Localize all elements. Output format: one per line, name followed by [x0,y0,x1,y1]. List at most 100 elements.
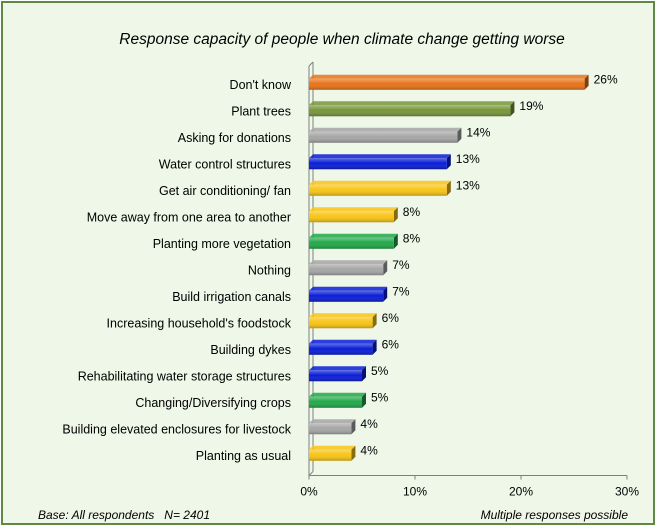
category-label: Planting as usual [196,449,291,463]
category-label: Plant trees [231,104,291,118]
value-label: 13% [456,152,480,166]
category-label: Water control structures [159,157,291,171]
category-label: Move away from one area to another [87,210,291,224]
base-note: Base: All respondents N= 2401 [38,508,210,522]
bar-shading [309,343,373,355]
bar-shading [309,370,362,382]
bar-end-face [372,339,377,355]
value-label: 13% [456,178,480,192]
bar-top-face [309,339,377,344]
bar-end-face [393,233,398,249]
bar-end-face [457,127,462,143]
bar-top-face [309,74,589,79]
bar-top-face [309,313,377,318]
bar-shading [309,158,447,170]
bar-top-face [309,127,462,132]
bar [309,154,451,170]
bar [309,339,377,355]
chart-title: Response capacity of people when climate… [119,31,565,48]
bar-top-face [309,233,398,238]
bar-top-face [309,207,398,212]
bar [309,445,356,461]
value-label: 5% [371,364,389,378]
category-label: Build irrigation canals [172,290,291,304]
bar-shading [309,105,511,117]
bar-shading [309,237,394,249]
bar-end-face [351,445,356,461]
bar [309,180,451,196]
value-label: 4% [360,443,378,457]
bar [309,286,388,302]
bar [309,101,515,117]
value-label: 7% [392,284,410,298]
bar-end-face [351,419,356,435]
bar [309,313,377,329]
bar-end-face [446,154,451,170]
y-axis-top-edge [308,61,314,67]
bar [309,74,589,90]
category-label: Asking for donations [178,131,291,145]
x-tick-label: 20% [509,485,533,499]
value-label: 6% [382,311,400,325]
bar-top-face [309,419,356,424]
bar-shading [309,131,458,143]
bar-shading [309,184,447,196]
x-tick-label: 0% [300,485,318,499]
bar-end-face [584,74,589,90]
bar-end-face [383,260,388,276]
bar-end-face [393,207,398,223]
x-tick-label: 10% [403,485,427,499]
bar-top-face [309,366,366,371]
value-label: 8% [403,205,421,219]
bar-top-face [309,260,388,265]
category-label: Nothing [248,263,291,277]
bar-top-face [309,392,366,397]
bar [309,419,356,435]
bar-end-face [362,392,366,408]
value-label: 7% [392,258,410,272]
category-label: Don't know [230,78,292,92]
bar [309,127,462,143]
category-label: Changing/Diversifying crops [135,396,291,410]
bar-shading [309,78,585,90]
bar-end-face [510,101,515,117]
bar-top-face [309,154,451,159]
category-label: Increasing household's foodstock [107,316,292,330]
bar-shading [309,449,352,461]
bar-shading [309,290,384,302]
bar-end-face [446,180,451,196]
value-label: 26% [594,72,618,86]
bar-end-face [383,286,388,302]
value-label: 8% [403,231,421,245]
bar [309,233,398,249]
bar-shading [309,423,352,435]
plot-area: 0% 10% 20% 30% Don't know 26% Plant trees 19% As… [62,61,639,499]
value-label: 6% [382,337,400,351]
bar-shading [309,396,362,408]
bar [309,260,388,276]
bar-end-face [372,313,377,329]
category-label: Get air conditioning/ fan [159,184,291,198]
category-label: Planting more vegetation [153,237,291,251]
multiple-responses-note: Multiple responses possible [481,508,629,522]
bar-end-face [362,366,366,382]
x-axis-depth [308,471,314,476]
value-label: 5% [371,390,389,404]
bar-top-face [309,101,515,106]
category-label: Building elevated enclosures for livesto… [62,422,291,436]
bar-top-face [309,445,356,450]
bar-top-face [309,180,451,185]
value-label: 14% [466,125,490,139]
bar-shading [309,211,394,223]
bar-shading [309,317,373,329]
value-label: 19% [519,99,543,113]
value-label: 4% [360,417,378,431]
bar-shading [309,264,384,276]
bar [309,207,398,223]
category-label: Rehabilitating water storage structures [78,369,291,383]
bar [309,366,366,382]
x-tick-label: 30% [615,485,639,499]
bar-top-face [309,286,388,291]
bar [309,392,366,408]
